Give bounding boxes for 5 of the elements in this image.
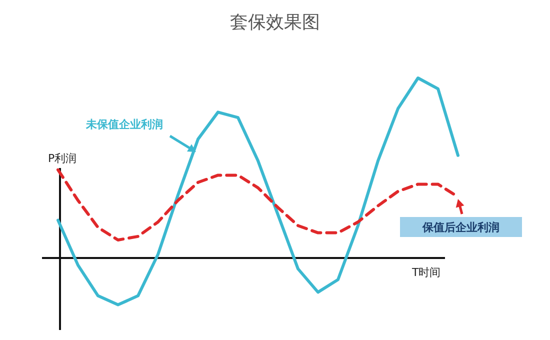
legend-label: 保值后企业利润 — [422, 221, 500, 234]
chart-title: 套保效果图 — [230, 12, 320, 33]
text: 未保值企业利润 — [85, 118, 163, 131]
y-axis-title: P利润 — [48, 152, 77, 165]
x-axis-title: T时间 — [411, 266, 441, 279]
